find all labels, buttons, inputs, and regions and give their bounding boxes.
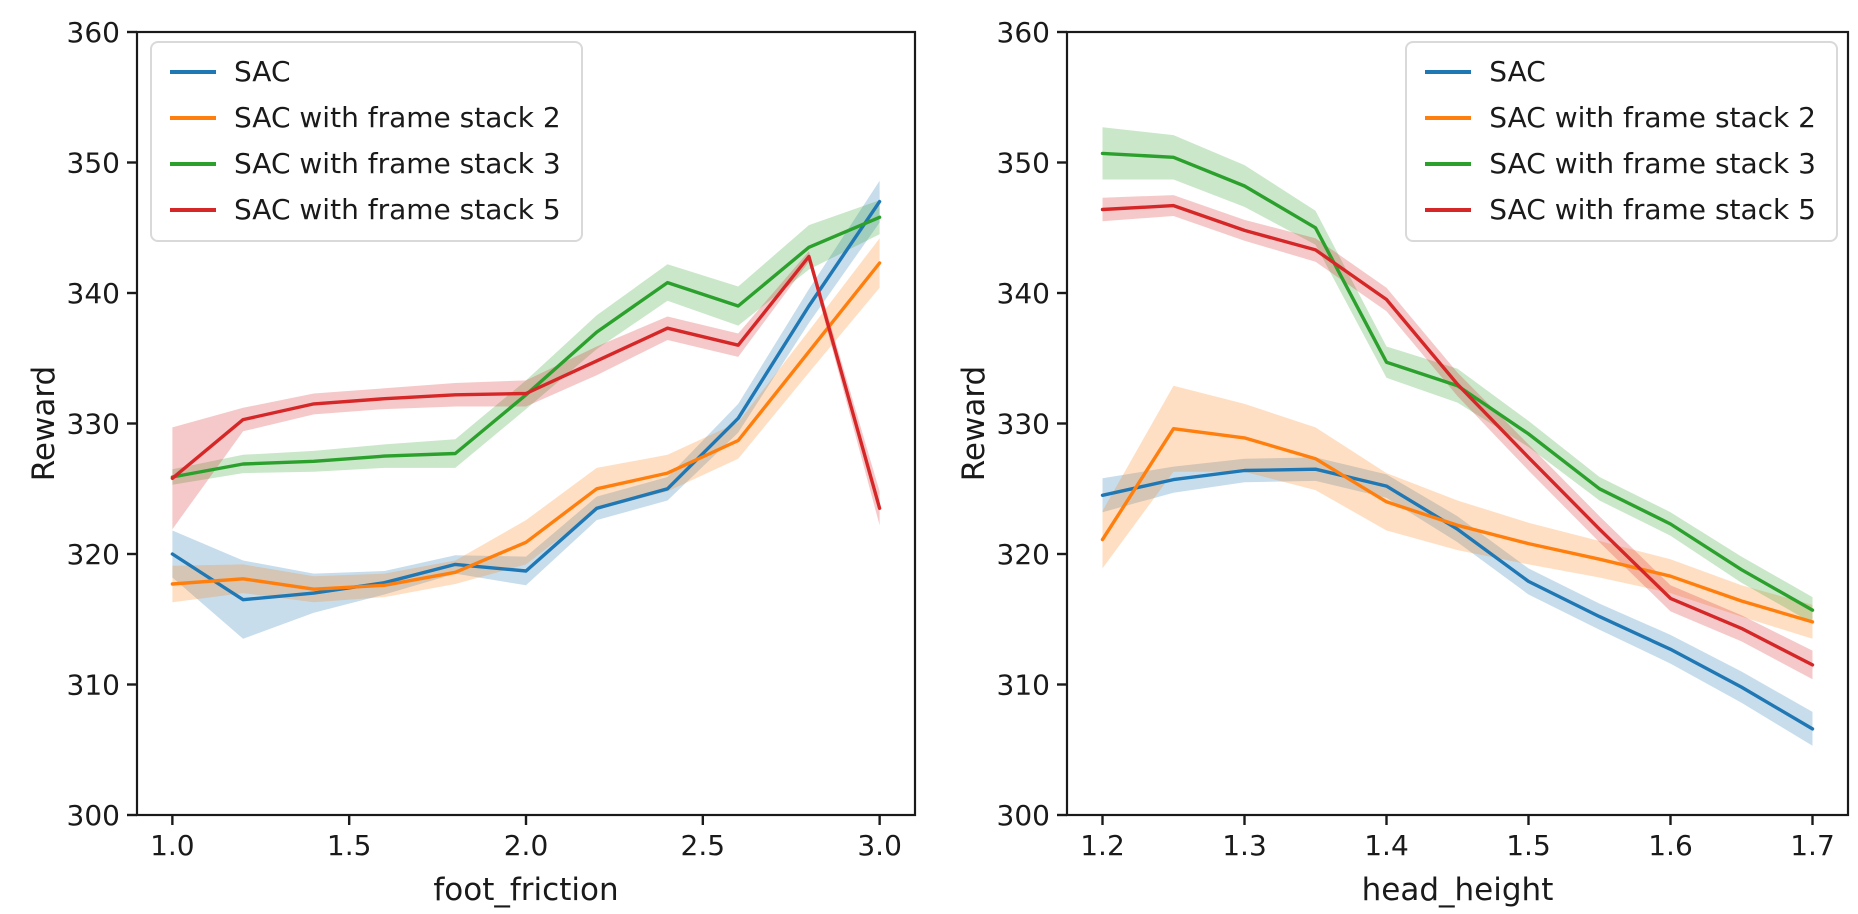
y-tick-label: 310 [997, 669, 1050, 702]
confidence-band [172, 251, 880, 530]
y-tick-label: 330 [67, 408, 120, 441]
x-tick-label: 1.2 [1080, 829, 1125, 862]
x-tick-label: 1.0 [150, 829, 195, 862]
y-tick-label: 320 [997, 538, 1050, 571]
y-axis-label: Reward [26, 366, 62, 481]
y-tick-label: 300 [67, 799, 120, 832]
legend-item: SAC [170, 53, 561, 90]
x-tick-label: 3.0 [857, 829, 902, 862]
x-tick-label: 1.4 [1364, 829, 1409, 862]
x-tick-label: 2.5 [681, 829, 726, 862]
x-tick-label: 1.5 [327, 829, 372, 862]
data-line [170, 254, 882, 510]
legend-item: SAC with frame stack 5 [170, 191, 561, 228]
y-tick-label: 300 [997, 799, 1050, 832]
legend-label: SAC with frame stack 2 [234, 100, 561, 134]
legend-item: SAC with frame stack 5 [1425, 191, 1816, 228]
confidence-band [1102, 127, 1813, 624]
legend-label: SAC [1489, 54, 1546, 88]
legend-item: SAC [1425, 53, 1816, 90]
legend-item: SAC with frame stack 3 [170, 145, 561, 182]
legend-label: SAC with frame stack 2 [1489, 100, 1816, 134]
legend-item: SAC with frame stack 2 [170, 99, 561, 136]
x-tick-label: 2.0 [504, 829, 549, 862]
x-tick-label: 1.7 [1790, 829, 1835, 862]
data-line [1100, 203, 1815, 667]
y-tick-label: 310 [67, 669, 120, 702]
legend-line-swatch [170, 161, 216, 166]
legend-line-swatch [1425, 115, 1472, 120]
y-tick-label: 340 [997, 277, 1050, 310]
y-tick-label: 360 [67, 16, 120, 49]
legend-left-plot: SAC SAC with frame stack 2 SAC with fram… [150, 41, 583, 242]
confidence-band [1102, 457, 1813, 746]
confidence-band [172, 180, 880, 639]
x-axis-label: foot_friction [433, 872, 618, 908]
y-tick-label: 360 [997, 16, 1050, 49]
legend-line-swatch [170, 69, 216, 74]
confidence-band [172, 200, 880, 485]
x-axis-label: head_height [1362, 872, 1554, 908]
confidence-band [172, 238, 880, 603]
legend-item: SAC with frame stack 3 [1425, 145, 1816, 182]
x-tick-label: 1.5 [1506, 829, 1551, 862]
legend-line-swatch [1425, 161, 1472, 166]
data-line [170, 199, 882, 602]
y-axis-label: Reward [956, 366, 992, 481]
y-tick-label: 320 [67, 538, 120, 571]
y-tick-label: 350 [67, 147, 120, 180]
legend-label: SAC with frame stack 5 [1489, 192, 1816, 226]
data-line [1100, 427, 1815, 624]
data-line [170, 261, 882, 591]
y-tick-label: 340 [67, 277, 120, 310]
legend-line-swatch [1425, 207, 1472, 212]
confidence-band [1102, 195, 1813, 680]
legend-line-swatch [170, 115, 216, 120]
x-tick-label: 1.6 [1648, 829, 1693, 862]
legend-label: SAC [234, 54, 291, 88]
legend-line-swatch [170, 207, 216, 212]
y-tick-label: 350 [997, 147, 1050, 180]
legend-line-swatch [1425, 69, 1472, 74]
legend-label: SAC with frame stack 5 [234, 192, 561, 226]
legend-right-plot: SAC SAC with frame stack 2 SAC with fram… [1405, 41, 1838, 242]
x-tick-label: 1.3 [1222, 829, 1267, 862]
data-line [1100, 467, 1815, 731]
legend-item: SAC with frame stack 2 [1425, 99, 1816, 136]
legend-label: SAC with frame stack 3 [234, 146, 561, 180]
legend-label: SAC with frame stack 3 [1489, 146, 1816, 180]
y-tick-label: 330 [997, 408, 1050, 441]
